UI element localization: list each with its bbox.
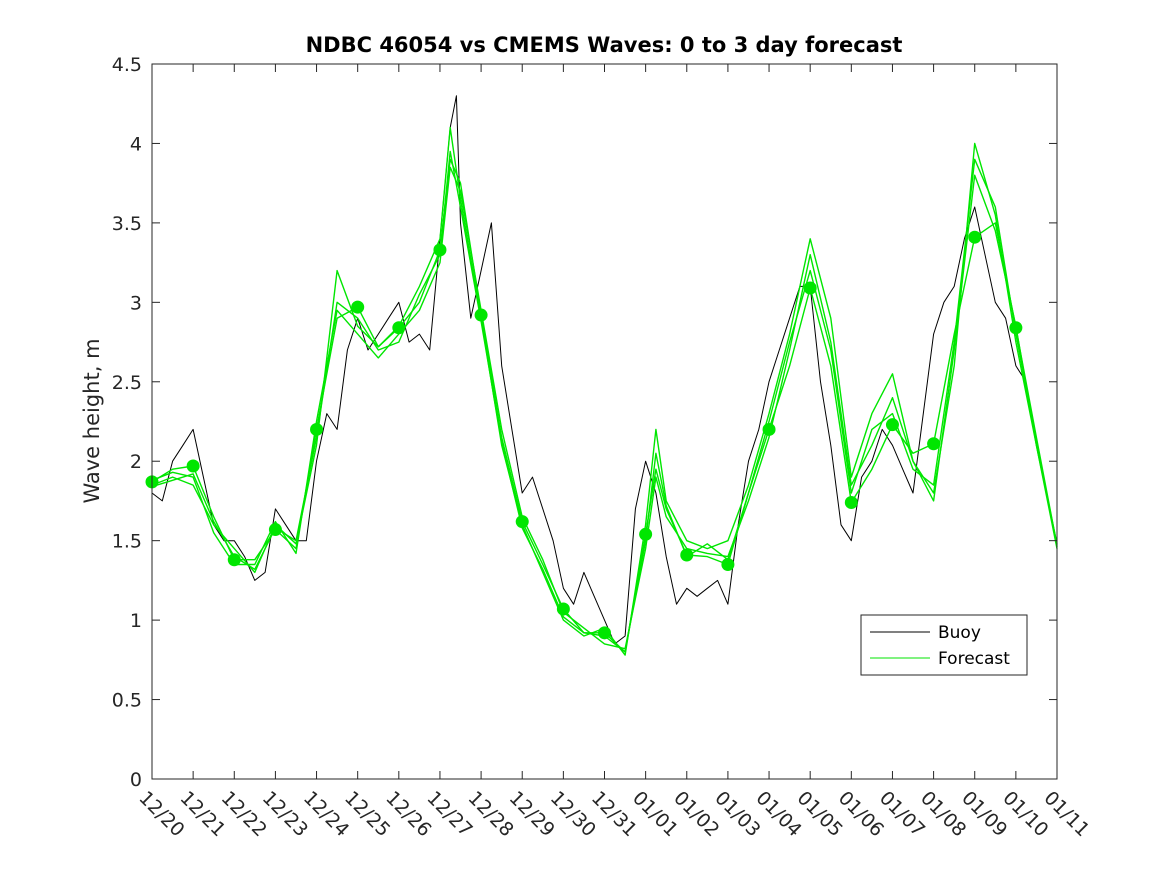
y-tick-label: 4 [130, 133, 142, 155]
forecast-marker [474, 308, 488, 322]
y-tick-label: 2.5 [112, 372, 142, 394]
y-tick-label: 3 [130, 292, 142, 314]
forecast-marker [556, 602, 570, 616]
legend-forecast-label: Forecast [938, 649, 1010, 669]
forecast-marker [803, 281, 817, 295]
forecast-marker [433, 243, 447, 257]
y-tick-label: 2 [130, 451, 142, 473]
forecast-marker [680, 548, 694, 562]
forecast-marker [598, 626, 611, 640]
y-axis-label: Wave height, m [80, 338, 104, 503]
forecast-marker [762, 422, 776, 436]
forecast-marker [515, 515, 529, 529]
forecast-marker [1009, 321, 1023, 335]
forecast-marker [392, 321, 406, 335]
forecast-marker [721, 558, 735, 571]
y-tick-label: 0 [130, 769, 142, 791]
forecast-marker [227, 553, 241, 567]
y-tick-label: 3.5 [112, 213, 142, 235]
y-tick-label: 4.5 [112, 54, 142, 76]
legend-box [860, 614, 1028, 676]
forecast-marker [268, 523, 282, 537]
chart-title: NDBC 46054 vs CMEMS Waves: 0 to 3 day fo… [306, 33, 903, 57]
forecast-marker [844, 496, 858, 510]
y-tick-label: 0.5 [112, 690, 142, 712]
forecast-marker [927, 437, 941, 451]
legend: Buoy Forecast [860, 614, 1028, 676]
legend-buoy-label: Buoy [938, 623, 981, 643]
y-tick-label: 1 [130, 610, 142, 632]
forecast-marker [310, 422, 324, 436]
y-tick-label: 1.5 [112, 531, 142, 553]
forecast-marker [186, 459, 200, 473]
forecast-marker [885, 418, 899, 432]
buoy-series-line [151, 95, 1027, 645]
forecast-marker [968, 230, 982, 244]
forecast-marker [351, 300, 365, 314]
forecast-series-line [151, 166, 1058, 650]
forecast-marker [639, 527, 653, 541]
